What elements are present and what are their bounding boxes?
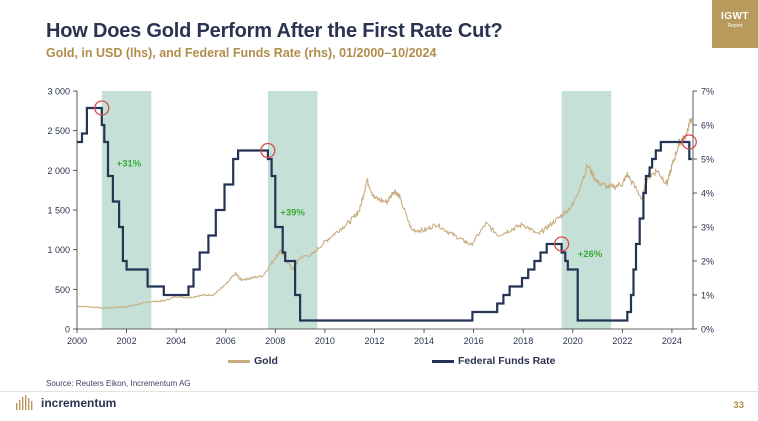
y-right-tick-label: 4%: [701, 189, 714, 199]
brand-name: incrementum: [41, 396, 117, 410]
legend-ffr-label: Federal Funds Rate: [458, 355, 556, 367]
source-note: Source: Reuters Eikon, Incrementum AG: [46, 379, 191, 388]
first-cut-marker-0: [94, 100, 110, 116]
shaded-periods: [101, 91, 612, 329]
incrementum-logo-icon: [16, 395, 33, 410]
ffr-swatch: [432, 359, 454, 363]
x-tick-label: 2002: [117, 336, 137, 346]
gold-swatch: [228, 359, 250, 363]
y-left-tick-label: 1 500: [47, 206, 70, 216]
badge-label: IGWT: [720, 11, 750, 22]
legend-gold-label: Gold: [254, 355, 278, 367]
x-tick-label: 2000: [67, 336, 87, 346]
x-tick-label: 2016: [464, 336, 484, 346]
gold-line: [76, 117, 693, 309]
ffr-line: [77, 106, 692, 322]
y-left-tick-label: 2 000: [47, 166, 70, 176]
x-tick-label: 2014: [414, 336, 434, 346]
y-right-tick-label: 5%: [701, 155, 714, 165]
y-right-tick-label: 6%: [701, 121, 714, 131]
badge-sublabel: Report: [727, 23, 743, 29]
x-tick-label: 2004: [166, 336, 186, 346]
first-cut-marker-3: [681, 134, 697, 150]
y-right-tick-label: 0%: [701, 325, 714, 335]
x-tick-label: 2018: [513, 336, 533, 346]
y-left-tick-label: 2 500: [47, 126, 70, 136]
tick-labels: 0 500 1 000 1 500 2 000 2 500 3 000 0% 1% 2% 3% 4% 5…: [47, 87, 714, 347]
first-cut-marker-2: [553, 236, 570, 252]
brand-logo: incrementum: [14, 395, 116, 411]
y-left-tick-label: 0: [65, 325, 70, 335]
first-cut-markers: [94, 100, 697, 252]
y-right-tick-label: 3%: [701, 223, 714, 233]
x-tick-label: 2020: [563, 336, 583, 346]
x-tick-label: 2022: [612, 336, 632, 346]
ffr-series: [77, 106, 692, 322]
legend-ffr: Federal Funds Rate: [432, 355, 555, 367]
x-tick-label: 2010: [315, 336, 335, 346]
y-left-tick-label: 500: [55, 285, 70, 295]
page-number: 33: [733, 400, 744, 411]
x-tick-label: 2006: [216, 336, 236, 346]
first-cut-marker-1: [260, 142, 276, 159]
band-change-label-1: +39%: [280, 208, 305, 219]
footer-divider: [0, 391, 758, 392]
band-change-label-0: +31%: [117, 158, 142, 169]
chart-subtitle: Gold, in USD (lhs), and Federal Funds Ra…: [46, 46, 437, 60]
x-tick-label: 2012: [364, 336, 384, 346]
x-tick-label: 2024: [662, 336, 682, 346]
chart-axes: [73, 90, 697, 333]
legend-gold: Gold: [228, 355, 278, 367]
y-left-tick-label: 3 000: [47, 87, 70, 97]
gold-series: [76, 117, 693, 309]
x-tick-label: 2008: [265, 336, 285, 346]
page-title: How Does Gold Perform After the First Ra…: [46, 20, 503, 42]
band-annotations: +31% +39% +26%: [117, 158, 603, 259]
y-right-tick-label: 1%: [701, 291, 714, 301]
y-right-tick-label: 7%: [701, 87, 714, 97]
shaded-period-0: [101, 91, 152, 329]
band-change-label-2: +26%: [578, 249, 603, 260]
y-left-tick-label: 1 000: [47, 245, 70, 255]
report-badge: IGWT Report: [712, 0, 758, 48]
y-right-tick-label: 2%: [701, 257, 714, 267]
